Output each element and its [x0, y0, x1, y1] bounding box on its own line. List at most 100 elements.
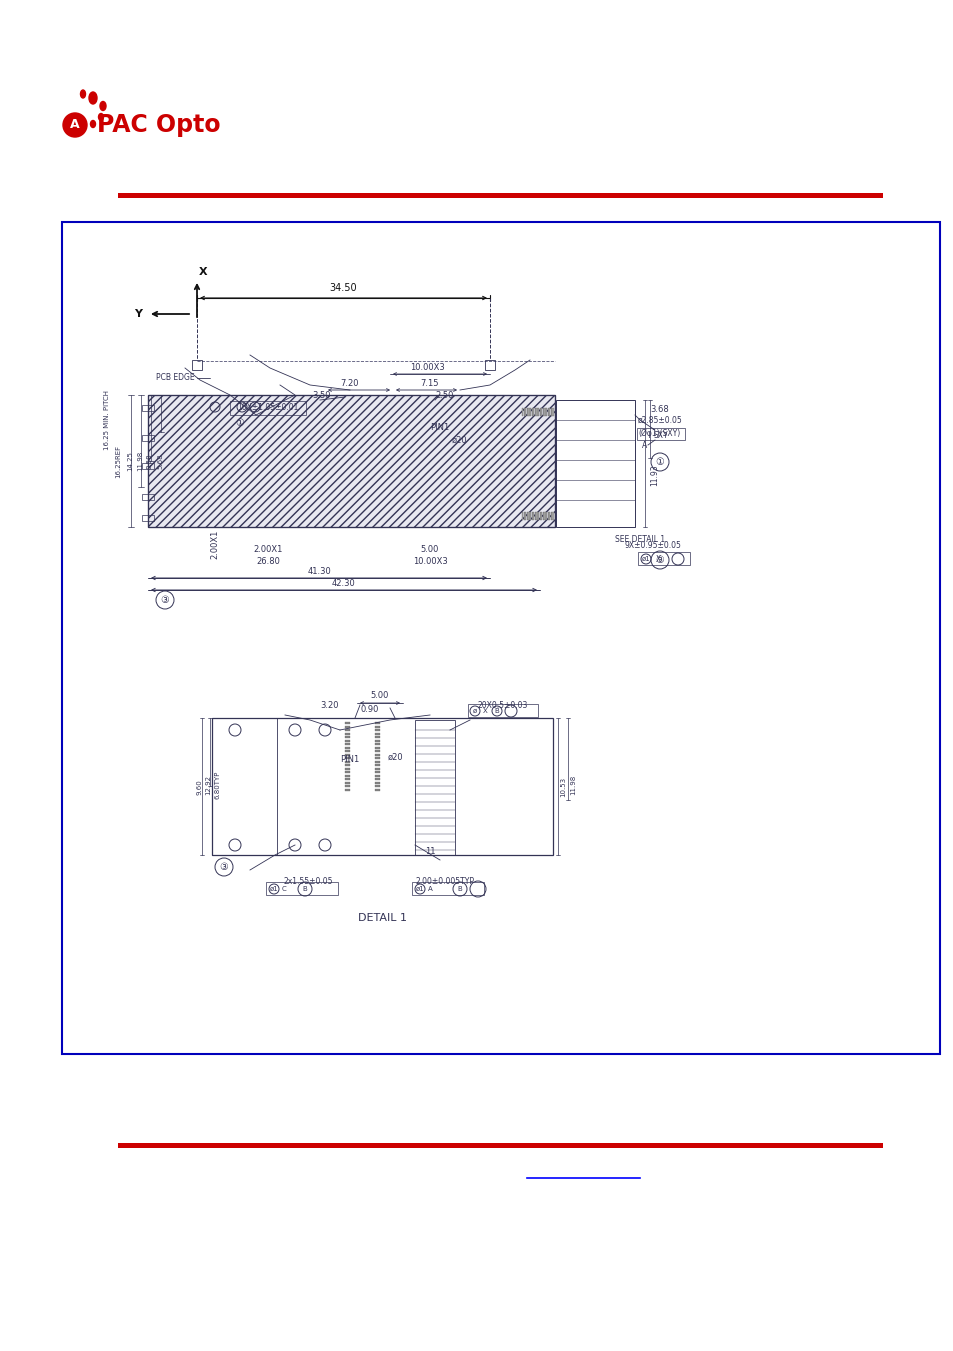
Text: X: X: [482, 708, 487, 713]
Bar: [549, 408, 550, 416]
Bar: [528, 512, 529, 520]
Text: PCB EDGE: PCB EDGE: [156, 373, 194, 382]
Circle shape: [63, 113, 87, 136]
Text: SEE DETAIL 1: SEE DETAIL 1: [615, 535, 664, 544]
Text: ③: ③: [160, 594, 170, 605]
Bar: [542, 512, 543, 520]
Bar: [533, 512, 534, 520]
Bar: [266, 882, 337, 894]
Bar: [540, 408, 542, 416]
Text: 10.00X3: 10.00X3: [409, 363, 444, 373]
Bar: [545, 512, 547, 520]
Text: 10X±1.05±0.01: 10X±1.05±0.01: [237, 403, 298, 412]
Text: B: B: [457, 886, 462, 892]
Bar: [525, 512, 526, 520]
Text: 11.93: 11.93: [650, 465, 659, 486]
Text: Y: Y: [133, 309, 142, 319]
Bar: [345, 739, 350, 742]
Text: 2x1.55±0.05: 2x1.55±0.05: [283, 878, 333, 886]
Bar: [345, 721, 350, 724]
Bar: [526, 408, 527, 416]
Bar: [535, 408, 536, 416]
Bar: [531, 408, 532, 416]
Bar: [545, 408, 547, 416]
Text: A: A: [71, 119, 80, 131]
Text: 9X±0.95±0.05: 9X±0.95±0.05: [624, 540, 681, 550]
Text: 12.92: 12.92: [205, 775, 211, 794]
Ellipse shape: [100, 101, 106, 111]
Bar: [375, 747, 379, 748]
Bar: [484, 359, 495, 370]
Text: PIN1: PIN1: [340, 755, 359, 765]
Bar: [528, 408, 529, 416]
Bar: [345, 732, 350, 735]
Bar: [550, 408, 552, 416]
Text: 10.00X3: 10.00X3: [413, 558, 447, 566]
Bar: [345, 747, 350, 748]
Bar: [118, 193, 882, 199]
Bar: [142, 463, 153, 469]
Text: C: C: [282, 886, 287, 892]
Text: A: A: [641, 440, 647, 450]
Bar: [375, 739, 379, 742]
Text: ø20: ø20: [451, 435, 466, 444]
Bar: [192, 359, 202, 370]
Bar: [375, 725, 379, 727]
Text: 5.68: 5.68: [157, 453, 163, 469]
Text: ø20: ø20: [387, 753, 402, 762]
Text: A: A: [428, 886, 433, 892]
Bar: [638, 553, 689, 565]
Bar: [542, 408, 543, 416]
Bar: [544, 512, 545, 520]
Bar: [345, 725, 350, 727]
Bar: [536, 512, 537, 520]
Text: 16.25REF: 16.25REF: [115, 444, 121, 477]
Bar: [521, 408, 522, 416]
Text: SXY: SXY: [653, 431, 668, 439]
Text: 2.50: 2.50: [436, 392, 454, 400]
Text: PIN1: PIN1: [430, 423, 449, 431]
Bar: [375, 743, 379, 744]
Text: ø1: ø1: [416, 886, 424, 892]
Bar: [230, 401, 306, 415]
Bar: [536, 408, 537, 416]
Bar: [523, 408, 524, 416]
Bar: [468, 704, 537, 717]
Text: 11.98: 11.98: [137, 451, 143, 471]
Bar: [375, 736, 379, 738]
Bar: [549, 512, 550, 520]
Bar: [550, 512, 552, 520]
Text: 5.00: 5.00: [371, 692, 389, 701]
Bar: [375, 721, 379, 724]
Bar: [345, 771, 350, 773]
Text: X: X: [656, 554, 660, 563]
Text: 16.25 MIN. PITCH: 16.25 MIN. PITCH: [104, 390, 110, 450]
Bar: [375, 757, 379, 759]
Text: ø1: ø1: [641, 557, 650, 562]
Text: 3.50: 3.50: [313, 392, 331, 400]
Bar: [552, 408, 553, 416]
Bar: [345, 761, 350, 762]
Bar: [142, 435, 153, 440]
Bar: [345, 750, 350, 753]
Bar: [537, 512, 538, 520]
Bar: [345, 757, 350, 759]
Text: X: X: [199, 267, 208, 277]
Bar: [345, 785, 350, 788]
Bar: [345, 743, 350, 744]
Text: 10.53: 10.53: [559, 777, 565, 797]
Bar: [530, 408, 531, 416]
Ellipse shape: [80, 91, 86, 99]
Bar: [118, 1143, 882, 1148]
Text: 0.90: 0.90: [360, 705, 378, 715]
Bar: [523, 512, 524, 520]
Text: 14.25: 14.25: [127, 451, 132, 471]
Bar: [148, 394, 555, 527]
Bar: [212, 717, 276, 855]
Bar: [345, 778, 350, 780]
Text: 41.30: 41.30: [308, 567, 332, 577]
Text: ø: ø: [473, 708, 476, 713]
Text: 7.15: 7.15: [420, 378, 438, 388]
Text: 3.68: 3.68: [650, 405, 669, 415]
Bar: [535, 512, 536, 520]
